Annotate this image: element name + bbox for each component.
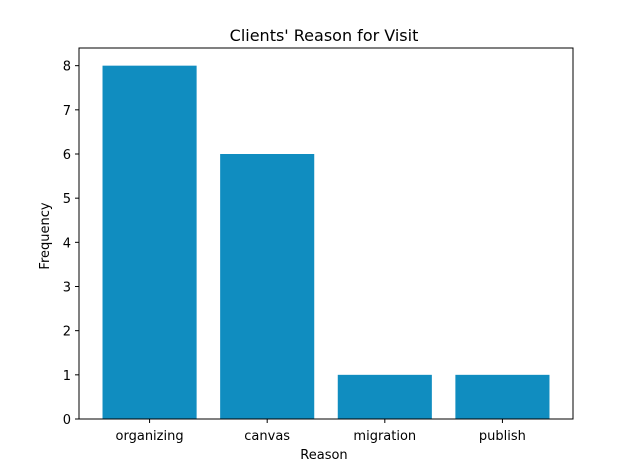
y-tick-label: 2 bbox=[63, 325, 71, 340]
x-tick-label: canvas bbox=[244, 429, 290, 444]
x-axis-label: Reason bbox=[300, 448, 347, 463]
bar-publish bbox=[455, 374, 550, 419]
y-tick-label: 6 bbox=[63, 148, 71, 163]
y-tick-label: 3 bbox=[63, 281, 71, 296]
bar-canvas bbox=[220, 154, 315, 419]
y-tick-label: 7 bbox=[63, 104, 71, 119]
bars-group bbox=[102, 65, 550, 420]
x-tick-label: organizing bbox=[116, 429, 184, 444]
y-tick-label: 4 bbox=[63, 236, 71, 251]
y-tick-label: 1 bbox=[63, 369, 71, 384]
x-tick-label: publish bbox=[479, 429, 526, 444]
y-axis-label: Frequency bbox=[38, 202, 53, 269]
chart-title: Clients' Reason for Visit bbox=[230, 26, 419, 45]
x-axis-ticks: organizing canvas migration publish bbox=[116, 419, 526, 444]
y-axis-ticks: 0 1 2 3 4 5 6 7 8 bbox=[63, 60, 79, 428]
plot-frame bbox=[78, 47, 574, 420]
y-tick-label: 8 bbox=[63, 60, 71, 75]
bar-migration bbox=[337, 374, 432, 419]
y-tick-label: 0 bbox=[63, 413, 71, 428]
y-tick-label: 5 bbox=[63, 192, 71, 207]
x-tick-label: migration bbox=[353, 429, 416, 444]
bar-organizing bbox=[102, 65, 197, 420]
